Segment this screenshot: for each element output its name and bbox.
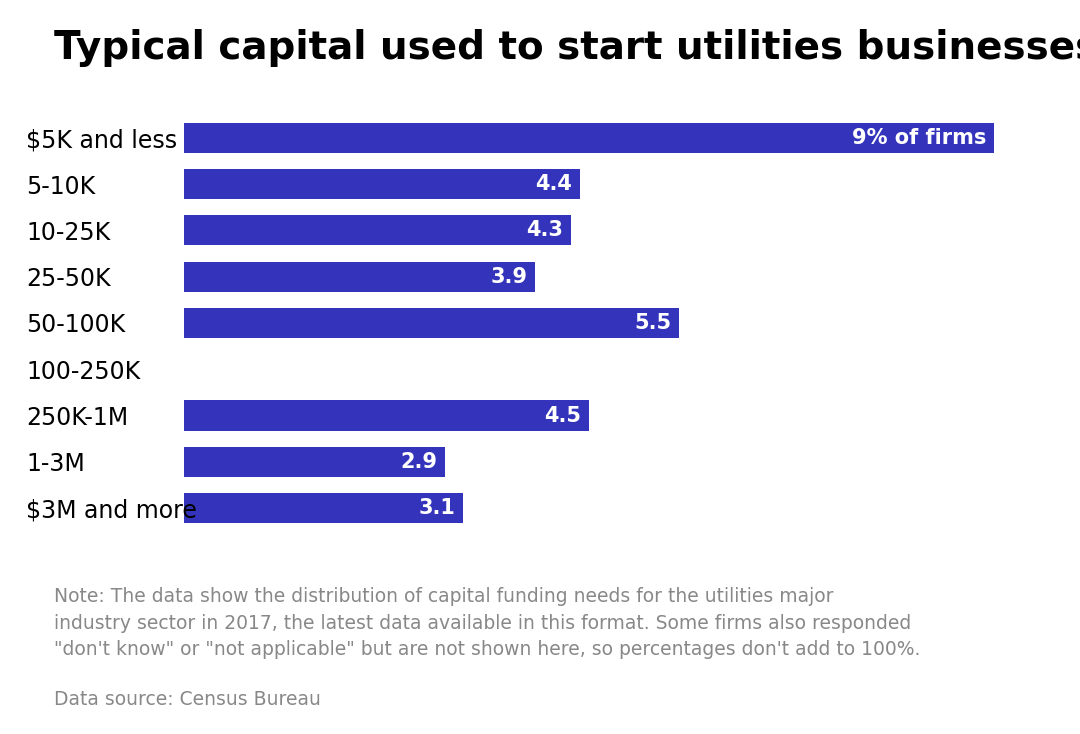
Text: 3.9: 3.9 [490, 266, 527, 287]
Bar [184, 308, 678, 338]
Bar [184, 401, 589, 431]
Text: 4.4: 4.4 [536, 174, 572, 194]
Bar [184, 169, 580, 199]
Bar [184, 493, 462, 523]
Text: Typical capital used to start utilities businesses: Typical capital used to start utilities … [54, 29, 1080, 68]
Text: 5.5: 5.5 [634, 313, 672, 333]
Text: Data source: Census Bureau: Data source: Census Bureau [54, 690, 321, 709]
Bar [184, 215, 570, 245]
Text: 3.1: 3.1 [419, 498, 456, 518]
Text: Note: The data show the distribution of capital funding needs for the utilities : Note: The data show the distribution of … [54, 587, 920, 659]
Bar [184, 261, 535, 291]
Text: 2.9: 2.9 [401, 452, 437, 472]
Bar [184, 447, 445, 477]
Bar [184, 123, 994, 153]
Text: 4.3: 4.3 [527, 220, 564, 241]
Text: 4.5: 4.5 [544, 405, 581, 426]
Text: 9% of firms: 9% of firms [852, 128, 986, 148]
